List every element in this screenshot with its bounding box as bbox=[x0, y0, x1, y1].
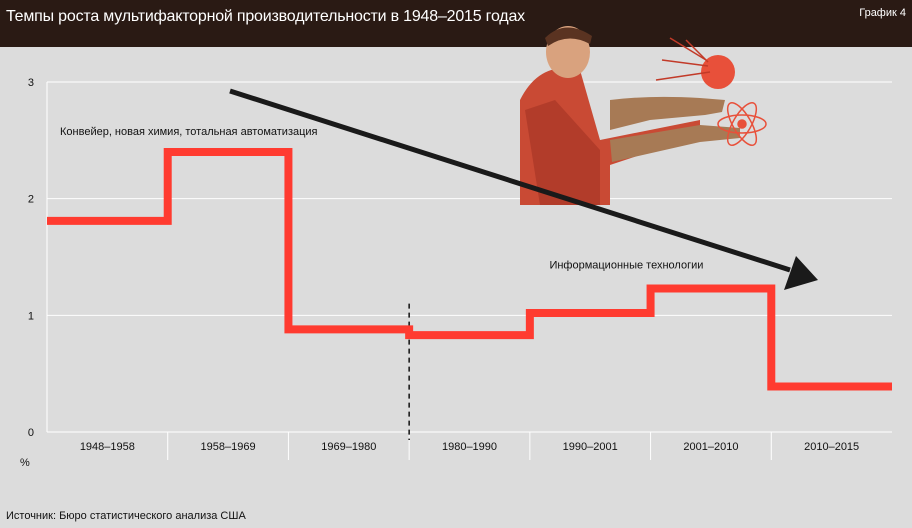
annotation-label: Конвейер, новая химия, тотальная автомат… bbox=[60, 126, 318, 138]
text-layer: 0 1 2 3 1948–1958 1958–1969 1969–1980 1980–1990… bbox=[20, 77, 859, 469]
x-tick-label: 1969–1980 bbox=[321, 441, 376, 453]
x-tick-label: 2001–2010 bbox=[683, 441, 738, 453]
x-tick-label: 1958–1969 bbox=[201, 441, 256, 453]
x-tick-label: 1948–1958 bbox=[80, 441, 135, 453]
x-tick-label: 1990–2001 bbox=[563, 441, 618, 453]
y-tick-label: 2 bbox=[28, 194, 34, 206]
y-tick-label: 3 bbox=[28, 77, 34, 89]
trend-arrow-layer bbox=[229, 88, 818, 290]
sputnik-icon bbox=[655, 37, 735, 89]
source-note: Источник: Бюро статистического анализа С… bbox=[6, 510, 246, 522]
trend-arrow-shaft bbox=[229, 88, 791, 273]
y-tick-label: 0 bbox=[28, 427, 34, 439]
atom-icon bbox=[717, 101, 767, 147]
chart-header: Темпы роста мультифакторной производител… bbox=[0, 0, 912, 47]
trend-arrow-head bbox=[784, 256, 818, 290]
retro-worker-holding-atom-icon bbox=[520, 26, 767, 205]
x-tick-label: 1980–1990 bbox=[442, 441, 497, 453]
y-axis-unit: % bbox=[20, 457, 30, 469]
y-tick-label: 1 bbox=[28, 310, 34, 322]
annotation-label: Информационные технологии bbox=[549, 260, 703, 272]
chart-footer bbox=[0, 500, 912, 528]
worker-figure bbox=[520, 26, 740, 205]
step-series-line bbox=[47, 148, 892, 391]
chart-number-badge: График 4 bbox=[859, 7, 906, 19]
chart-title: Темпы роста мультифакторной производител… bbox=[6, 8, 525, 25]
x-tick-label: 2010–2015 bbox=[804, 441, 859, 453]
series-layer bbox=[47, 148, 892, 391]
grid-layer bbox=[46, 81, 892, 460]
